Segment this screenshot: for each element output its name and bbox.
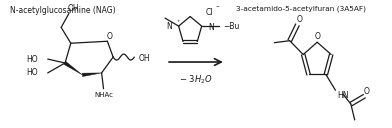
Text: O: O [296, 15, 302, 24]
Polygon shape [82, 73, 102, 77]
Text: 3-acetamido-5-acetylfuran (3A5AF): 3-acetamido-5-acetylfuran (3A5AF) [236, 6, 366, 12]
Text: NHAc: NHAc [94, 92, 113, 98]
Text: O: O [363, 87, 369, 96]
Text: N: N [209, 23, 214, 32]
Text: $^{−}$: $^{−}$ [215, 5, 220, 10]
Text: −Bu: −Bu [223, 22, 239, 31]
Text: $^+$: $^+$ [176, 19, 182, 24]
Text: HO: HO [26, 55, 38, 64]
Text: N: N [166, 22, 172, 31]
Text: Cl: Cl [205, 8, 213, 17]
Text: $-\ 3H_2O$: $-\ 3H_2O$ [179, 74, 213, 86]
Polygon shape [64, 62, 82, 75]
Text: O: O [314, 32, 320, 41]
Text: N-acetylglucosamine (NAG): N-acetylglucosamine (NAG) [10, 6, 116, 15]
Text: HO: HO [26, 68, 38, 77]
Text: OH: OH [68, 4, 80, 13]
Text: O: O [106, 32, 112, 41]
Text: HN: HN [338, 91, 349, 100]
Text: OH: OH [138, 54, 150, 63]
